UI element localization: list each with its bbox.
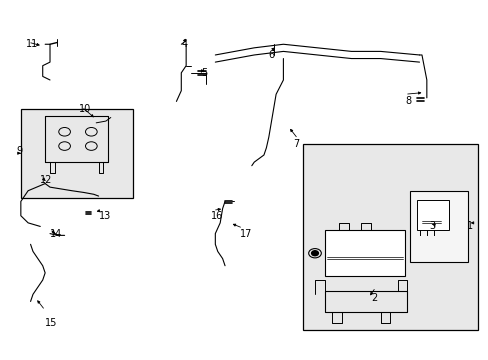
Bar [409, 191, 467, 262]
Circle shape [311, 251, 318, 256]
Text: 5: 5 [201, 68, 206, 78]
Bar [416, 200, 448, 230]
Text: 17: 17 [239, 229, 251, 239]
Text: 6: 6 [268, 50, 274, 60]
Text: 13: 13 [99, 211, 111, 221]
Bar [302, 144, 477, 330]
Text: 16: 16 [210, 211, 222, 221]
Text: 2: 2 [370, 293, 376, 303]
Text: 3: 3 [428, 221, 434, 231]
Text: 11: 11 [26, 39, 38, 49]
Text: 8: 8 [404, 96, 410, 107]
Text: 4: 4 [181, 39, 187, 49]
Text: 7: 7 [292, 139, 299, 149]
Text: 14: 14 [50, 229, 62, 239]
Bar [21, 109, 132, 198]
Text: 12: 12 [40, 175, 53, 185]
Text: 9: 9 [16, 147, 22, 157]
Text: 1: 1 [466, 221, 472, 231]
Bar [324, 230, 404, 276]
Text: 15: 15 [45, 318, 58, 328]
Text: 10: 10 [79, 104, 91, 113]
